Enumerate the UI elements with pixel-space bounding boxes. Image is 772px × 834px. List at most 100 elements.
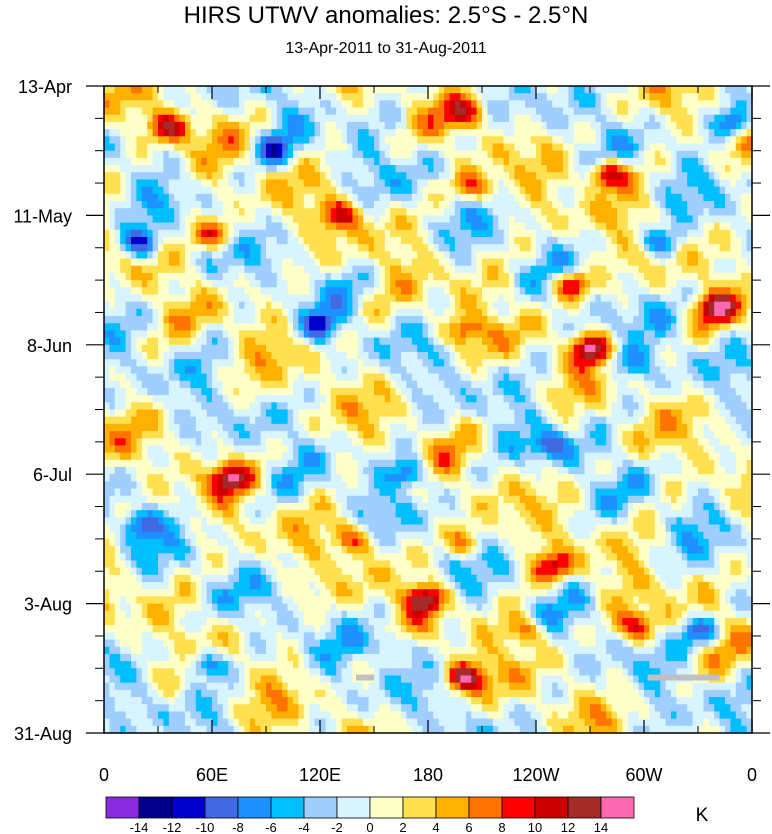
field-cell <box>536 359 542 367</box>
field-cell <box>174 150 181 159</box>
field-cell <box>671 136 677 145</box>
field-cell <box>174 179 181 188</box>
field-cell <box>552 258 559 267</box>
field-cell <box>573 93 580 101</box>
field-cell <box>222 222 229 231</box>
field-cell <box>201 186 208 195</box>
field-cell <box>233 301 240 310</box>
field-cell <box>644 330 650 339</box>
field-cell <box>568 136 575 145</box>
field-cell <box>627 150 634 159</box>
field-cell <box>725 172 731 181</box>
field-cell <box>503 287 510 296</box>
field-cell <box>417 143 424 152</box>
field-cell <box>417 244 424 252</box>
field-cell <box>228 373 235 382</box>
field-cell <box>357 86 364 94</box>
field-cell <box>325 157 332 166</box>
field-cell <box>536 136 542 145</box>
field-cell <box>352 351 359 360</box>
field-cell <box>590 222 596 231</box>
field-cell <box>476 337 483 346</box>
field-cell <box>341 366 348 375</box>
field-cell <box>249 265 256 274</box>
field-cell <box>374 244 380 252</box>
field-cell <box>136 186 143 195</box>
field-cell <box>384 179 391 188</box>
field-cell <box>374 157 380 166</box>
field-cell <box>471 351 478 360</box>
field-cell <box>735 251 742 260</box>
field-cell <box>222 272 229 281</box>
field-cell <box>363 136 370 145</box>
field-cell <box>325 136 332 145</box>
field-cell <box>617 337 623 346</box>
field-cell <box>325 258 332 267</box>
field-cell <box>579 337 586 346</box>
field-cell <box>217 251 224 260</box>
field-cell <box>222 100 229 109</box>
field-cell <box>611 244 618 252</box>
field-cell <box>185 193 191 202</box>
field-cell <box>746 351 753 360</box>
field-cell <box>741 150 748 159</box>
field-cell <box>660 251 667 260</box>
field-cell <box>222 373 229 382</box>
field-cell <box>125 373 132 382</box>
field-cell <box>530 150 537 159</box>
field-cell <box>530 100 537 109</box>
field-cell <box>525 215 532 224</box>
field-cell <box>633 208 640 216</box>
field-cell <box>509 186 515 195</box>
field-cell <box>320 359 326 367</box>
field-cell <box>519 193 526 202</box>
field-cell <box>498 157 505 166</box>
field-cell <box>352 143 359 152</box>
field-cell <box>201 150 208 159</box>
field-cell <box>422 114 429 123</box>
field-cell <box>158 222 164 231</box>
field-cell <box>341 129 348 137</box>
field-cell <box>255 136 262 145</box>
field-cell <box>276 193 283 202</box>
field-cell <box>314 229 321 238</box>
field-cell <box>611 107 618 116</box>
field-cell <box>293 344 299 353</box>
field-cell <box>158 157 164 166</box>
field-cell <box>249 287 256 296</box>
field-cell <box>406 150 413 159</box>
field-cell <box>698 208 704 216</box>
field-cell <box>638 193 645 202</box>
field-cell <box>530 366 537 375</box>
field-cell <box>147 323 154 332</box>
field-cell <box>584 136 591 145</box>
field-cell <box>671 93 677 101</box>
field-cell <box>293 323 299 332</box>
field-cell <box>260 86 267 94</box>
field-cell <box>147 165 154 173</box>
field-cell <box>244 136 251 145</box>
field-cell <box>536 258 542 267</box>
field-cell <box>730 280 737 288</box>
field-cell <box>444 272 451 281</box>
field-cell <box>136 193 143 202</box>
field-cell <box>260 208 267 216</box>
field-cell <box>660 222 667 231</box>
field-cell <box>525 86 532 94</box>
field-cell <box>606 308 613 317</box>
field-cell <box>260 136 267 145</box>
field-cell <box>212 157 218 166</box>
field-cell <box>336 107 343 116</box>
field-cell <box>444 193 451 202</box>
field-cell <box>147 344 154 353</box>
field-cell <box>357 201 364 209</box>
field-cell <box>622 143 629 152</box>
field-cell <box>611 136 618 145</box>
field-cell <box>357 193 364 202</box>
field-cell <box>600 280 607 288</box>
field-cell <box>136 86 143 94</box>
field-cell <box>492 193 499 202</box>
field-cell <box>519 201 526 209</box>
field-cell <box>417 179 424 188</box>
field-cell <box>600 251 607 260</box>
